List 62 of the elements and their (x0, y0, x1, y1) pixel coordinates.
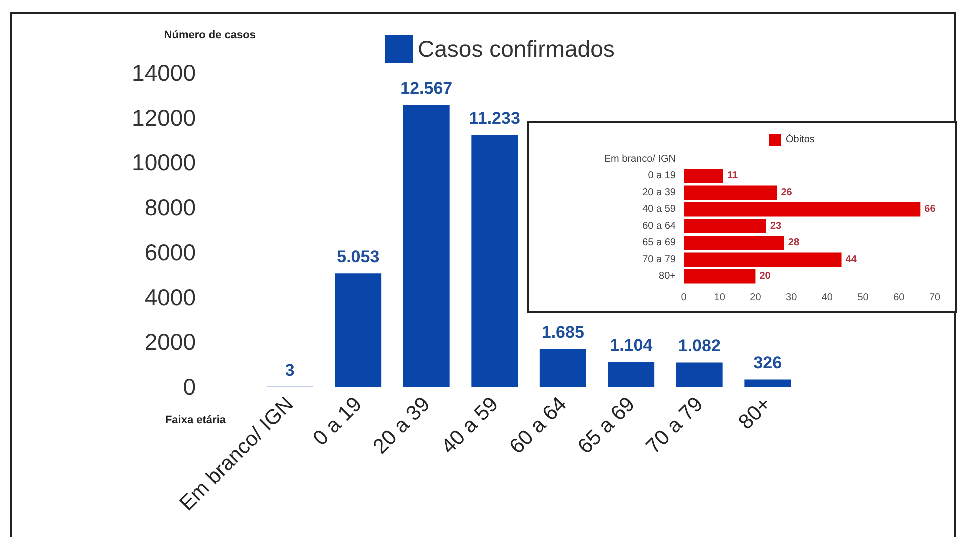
bar (684, 219, 766, 234)
legend-label: Óbitos (786, 134, 815, 146)
y-tick-label: 40 a 59 (642, 204, 676, 216)
x-tick-label: 20 a 39 (368, 392, 435, 459)
data-label: 326 (754, 354, 782, 373)
legend-label: Casos confirmados (418, 36, 615, 62)
x-tick-label: 80+ (734, 392, 776, 434)
y-tick-label: 12000 (132, 104, 196, 131)
bar (744, 380, 792, 387)
bar (472, 135, 518, 387)
y-tick-label: 2000 (144, 329, 196, 356)
x-axis-title: Faixa etária (165, 414, 227, 426)
bar (540, 349, 586, 387)
data-label: 12.567 (400, 79, 453, 98)
bar (684, 252, 842, 267)
y-tick-label: 60 a 64 (642, 220, 676, 232)
bar (684, 186, 778, 200)
bar (608, 362, 655, 387)
y-tick-label: 65 a 69 (642, 238, 676, 249)
data-label: 1.082 (678, 336, 721, 356)
y-tick-label: Em branco/ IGN (604, 154, 676, 165)
x-tick-label: 70 (929, 292, 941, 304)
y-tick-label: 0 (183, 374, 196, 400)
data-label: 1.685 (542, 323, 584, 342)
bar (335, 274, 382, 387)
x-tick-label: 0 (681, 292, 688, 304)
y-axis-title: Número de casos (164, 30, 256, 42)
bar (684, 202, 921, 217)
x-tick-label: 60 a 64 (505, 392, 572, 459)
y-tick-label: 0 a 19 (648, 170, 676, 182)
x-tick-label: 50 (858, 292, 870, 304)
data-label: 28 (788, 238, 800, 249)
x-tick-label: 20 (750, 292, 762, 304)
x-tick-label: 30 (786, 292, 798, 304)
y-tick-label: 8000 (144, 194, 196, 221)
bar (684, 169, 724, 184)
x-tick-label: 40 (822, 292, 834, 304)
y-tick-label: 4000 (144, 284, 196, 310)
data-label: 66 (924, 204, 936, 216)
data-label: 1.104 (610, 336, 654, 356)
y-tick-label: 80+ (659, 271, 676, 282)
bar (684, 270, 756, 284)
data-label: 11 (727, 170, 738, 182)
bar (684, 236, 784, 250)
x-tick-label: 40 a 59 (437, 392, 504, 459)
data-label: 11.233 (469, 109, 520, 128)
data-label: 26 (781, 187, 793, 198)
y-tick-label: 6000 (144, 239, 196, 266)
data-label: 23 (770, 220, 782, 232)
x-tick-label: 0 a 19 (308, 392, 367, 450)
data-label: 20 (760, 271, 772, 282)
y-tick-label: 10000 (132, 150, 196, 176)
bar (403, 105, 450, 387)
data-label: 3 (285, 360, 295, 380)
x-tick-label: 10 (714, 292, 726, 304)
x-tick-label: 60 (894, 292, 906, 304)
data-label: 44 (846, 254, 858, 266)
y-tick-label: 14000 (132, 60, 196, 86)
y-tick-label: 70 a 79 (642, 254, 676, 266)
y-tick-label: 20 a 39 (642, 187, 676, 198)
bar (676, 362, 723, 387)
data-label: 5.053 (337, 248, 380, 267)
